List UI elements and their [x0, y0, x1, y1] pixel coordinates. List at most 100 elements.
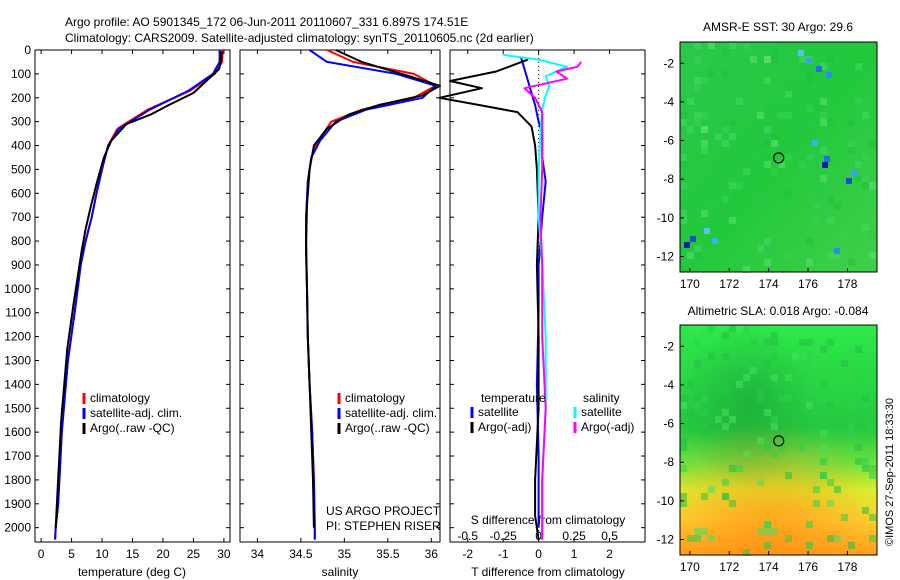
map-pixel: [764, 528, 771, 535]
map-pixel: [813, 203, 820, 210]
map-pixel: [827, 56, 834, 63]
map-pixel: [827, 339, 834, 346]
map-pixel: [694, 360, 701, 367]
x-tick-label: 0: [535, 547, 542, 561]
map-pixel: [764, 360, 771, 367]
map-pixel: [816, 66, 822, 72]
map-pixel: [799, 409, 806, 416]
depth-tick-label: 500: [11, 162, 31, 176]
map-pixel: [827, 479, 834, 486]
x-tick-label: 25: [187, 547, 201, 561]
map-pixel: [813, 486, 820, 493]
map-pixel: [771, 245, 778, 252]
argo-position-marker: [773, 152, 785, 164]
map-pixel: [820, 147, 827, 154]
map-pixel: [785, 189, 792, 196]
map-pixel: [680, 437, 687, 444]
legend-entry: Argo(-adj): [478, 420, 531, 434]
map-pixel: [778, 112, 785, 119]
map-pixel: [841, 360, 848, 367]
map-pixel: [750, 84, 757, 91]
map-pixel: [722, 388, 729, 395]
map-pixel: [820, 346, 827, 353]
map-pixel: [841, 514, 848, 521]
map-pixel: [729, 133, 736, 140]
map-pixel: [822, 162, 828, 168]
map-pixel: [771, 374, 778, 381]
map-pixel: [757, 437, 764, 444]
map-pixel: [708, 42, 715, 49]
map-pixel: [806, 238, 813, 245]
map-pixel: [722, 210, 729, 217]
map-pixel: [722, 140, 729, 147]
map-pixel: [862, 507, 869, 514]
legend-entry: Argo(..raw -QC): [345, 421, 430, 435]
series-line: [523, 61, 583, 540]
map-pixel: [722, 105, 729, 112]
x-tick-label: 34.5: [289, 547, 313, 561]
map-pixel: [848, 147, 855, 154]
map-pixel: [806, 119, 813, 126]
map-pixel: [846, 178, 852, 184]
map-pixel: [799, 161, 806, 168]
map-pixel: [834, 486, 841, 493]
map-pixel: [722, 423, 729, 430]
map-pixel: [771, 339, 778, 346]
map-pixel: [680, 210, 687, 217]
map-pixel: [855, 346, 862, 353]
map-pixel: [812, 140, 818, 146]
temperature-panel: 0100200300400500600700800900100011001200…: [4, 43, 231, 579]
map-pixel: [701, 147, 708, 154]
x-tick-label: -1: [498, 547, 509, 561]
map-pixel: [701, 360, 708, 367]
map-pixel: [806, 154, 813, 161]
map-pixel: [806, 105, 813, 112]
map-pixel: [820, 189, 827, 196]
map-pixel: [764, 238, 771, 245]
map-pixel: [687, 409, 694, 416]
map-pixel: [743, 325, 750, 332]
map-pixel: [701, 77, 708, 84]
map-pixel: [708, 70, 715, 77]
map-pixel: [827, 535, 834, 542]
map-y-tick-label: -12: [657, 250, 675, 264]
map-pixel: [680, 465, 687, 472]
map-pixel: [785, 535, 792, 542]
map-pixel: [694, 77, 701, 84]
map-pixel: [694, 56, 701, 63]
map-pixel: [701, 395, 708, 402]
map-pixel: [764, 245, 771, 252]
map-pixel: [687, 381, 694, 388]
figure-title-line1: Argo profile: AO 5901345_172 06-Jun-2011…: [65, 15, 468, 29]
map-pixel: [806, 58, 812, 64]
sst-map-frame: [679, 41, 878, 273]
map-pixel: [764, 339, 771, 346]
legend-heading-salinity: salinity: [583, 391, 620, 405]
map-pixel: [771, 332, 778, 339]
map-pixel: [869, 189, 876, 196]
legend-entry: Argo(-adj): [581, 420, 634, 434]
map-pixel: [687, 535, 694, 542]
map-pixel: [712, 238, 718, 244]
map-y-tick-label: -4: [663, 378, 674, 392]
map-pixel: [869, 140, 876, 147]
map-x-tick-label: 172: [719, 277, 739, 291]
map-y-tick-label: -6: [663, 134, 674, 148]
map-pixel: [729, 182, 736, 189]
map-pixel: [701, 140, 708, 147]
series-line: [54, 50, 221, 540]
map-pixel: [778, 444, 785, 451]
map-pixel: [827, 252, 834, 259]
map-pixel: [722, 126, 729, 133]
map-pixel: [855, 381, 862, 388]
map-pixel: [687, 252, 694, 259]
map-pixel: [764, 423, 771, 430]
x-tick-label: 15: [126, 547, 140, 561]
map-pixel: [820, 395, 827, 402]
map-pixel: [848, 542, 855, 549]
map-pixel: [855, 63, 862, 70]
map-pixel: [736, 98, 743, 105]
map-pixel: [848, 430, 855, 437]
map-pixel: [798, 50, 804, 56]
map-pixel: [715, 133, 722, 140]
